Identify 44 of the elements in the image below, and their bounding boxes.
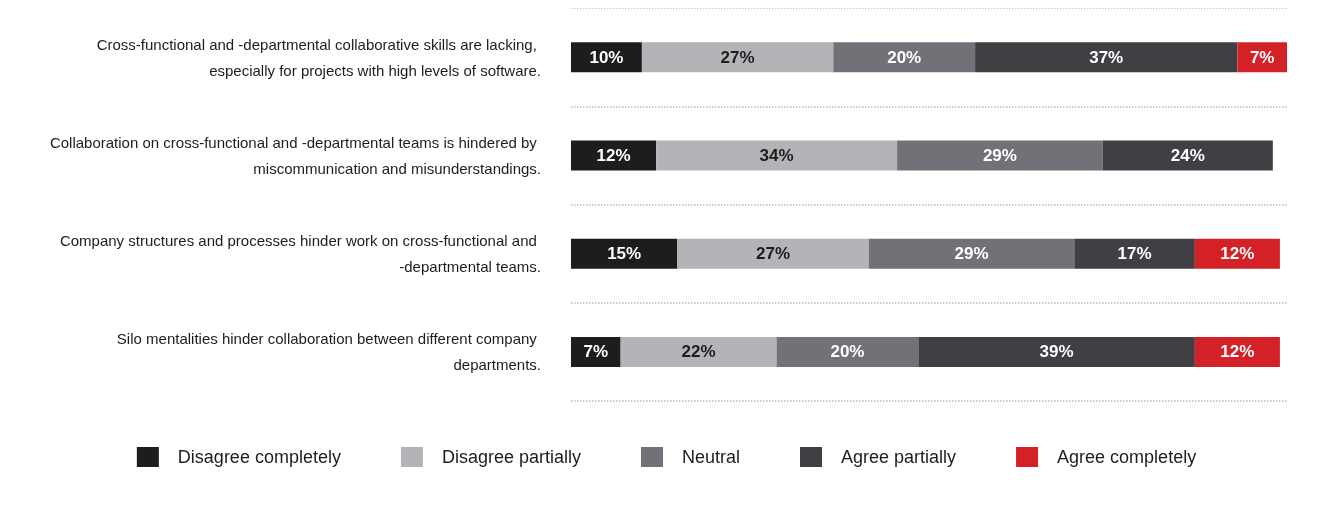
- bar: [833, 42, 976, 73]
- bar: [641, 42, 834, 73]
- legend-label: Neutral: [681, 447, 741, 467]
- bar: [776, 336, 919, 367]
- data-label: 7%: [1249, 47, 1275, 67]
- legend-label: Disagree partially: [441, 447, 581, 467]
- data-label: 37%: [1089, 47, 1124, 67]
- bar: [656, 140, 898, 171]
- data-label: 15%: [607, 244, 642, 264]
- bar: [571, 140, 657, 171]
- bar: [1194, 238, 1280, 269]
- legend-label: Agree partially: [841, 447, 957, 467]
- data-label: 29%: [982, 145, 1017, 165]
- bar: [1102, 140, 1273, 171]
- data-label: 10%: [589, 47, 624, 67]
- bar: [571, 238, 678, 269]
- data-label: 7%: [583, 342, 609, 362]
- data-label: 34%: [759, 145, 794, 165]
- bar: [897, 140, 1103, 171]
- y-tick-label: Cross-functional and -departmental collaborative skills are lacking, especially for projects with high levels of software.: [96, 35, 541, 79]
- bar: [677, 238, 869, 269]
- y-tick-label: Silo mentalities hinder collaboration between different company departments.: [116, 330, 541, 374]
- data-label: 20%: [887, 47, 922, 67]
- legend-label: Disagree completely: [177, 447, 341, 467]
- data-label: 17%: [1117, 244, 1152, 264]
- y-tick-label: Collaboration on cross-functional and -departmental teams is hindered by miscommunication and misunderstandings.: [49, 133, 541, 177]
- bar: [1074, 238, 1195, 269]
- data-label: 12%: [596, 145, 631, 165]
- bar: [918, 336, 1195, 367]
- legend-label: Agree completely: [1057, 447, 1197, 467]
- data-label: 27%: [720, 47, 755, 67]
- y-tick-label: Company structures and processes hinder work on cross-functional and -departmental teams.: [59, 232, 541, 276]
- data-label: 12%: [1220, 244, 1255, 264]
- data-label: 12%: [1220, 342, 1255, 362]
- bar: [868, 238, 1075, 269]
- data-label: 29%: [954, 244, 989, 264]
- data-label: 22%: [681, 342, 716, 362]
- bar: [1194, 336, 1280, 367]
- bar: [975, 42, 1238, 73]
- data-label: 39%: [1039, 342, 1074, 362]
- data-label: 27%: [756, 244, 791, 264]
- bar: [620, 336, 777, 367]
- data-label: 20%: [830, 342, 865, 362]
- data-label: 24%: [1170, 145, 1205, 165]
